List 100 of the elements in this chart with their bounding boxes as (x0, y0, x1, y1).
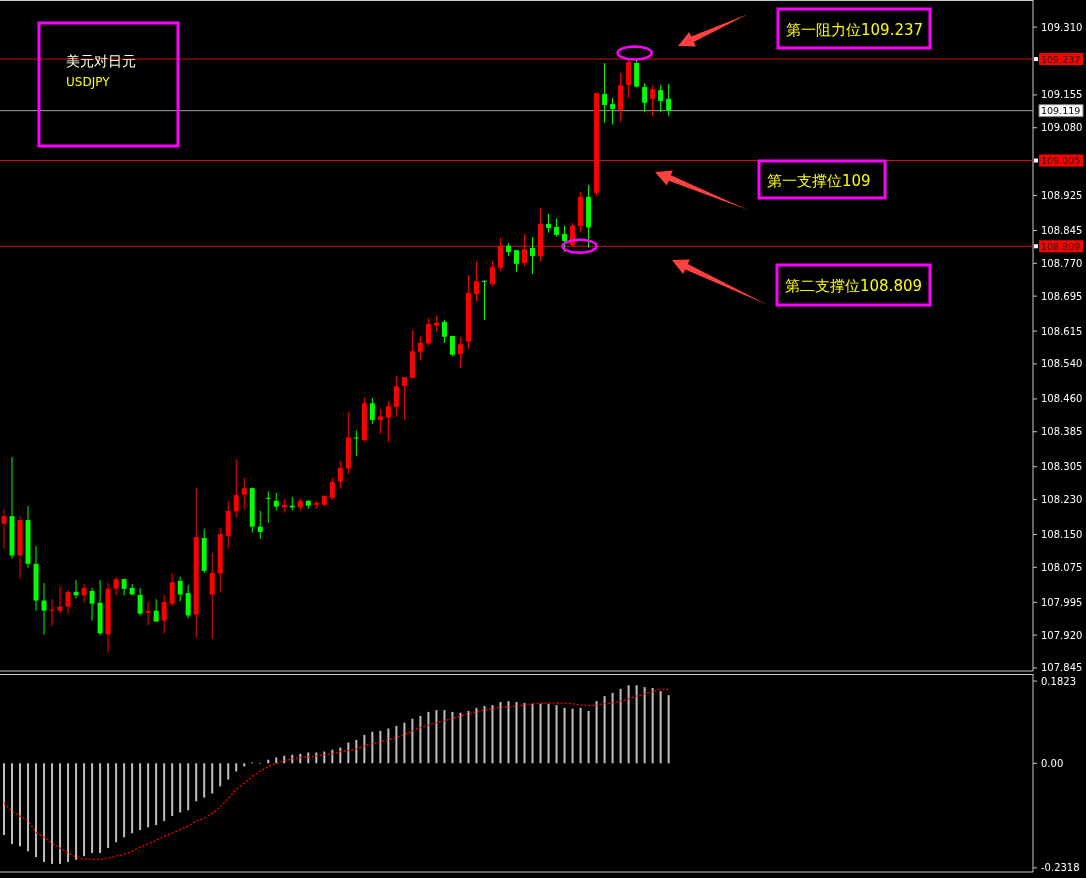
bar (627, 685, 630, 764)
y-tick-label: 0.00 (1041, 757, 1064, 769)
bar (187, 763, 190, 811)
ref-line-label: 109.237 (1041, 53, 1081, 65)
y-tick-label: 109.155 (1041, 89, 1083, 101)
bar (83, 763, 86, 857)
text: 美元对日元 (66, 53, 136, 69)
bar (643, 687, 646, 764)
y-tick-label: 109.080 (1041, 122, 1083, 134)
bar (595, 701, 598, 764)
bar (315, 752, 318, 764)
y-tick-label: 108.695 (1041, 290, 1083, 302)
bar (211, 763, 214, 794)
bar (155, 763, 158, 826)
ref-line-label: 109.119 (1041, 105, 1081, 117)
bar (555, 705, 558, 764)
candlestick (49, 598, 55, 627)
bar (323, 751, 326, 764)
candlestick (241, 477, 247, 511)
candlestick (177, 576, 183, 602)
bar (667, 695, 670, 764)
candlestick (169, 572, 175, 607)
bar (147, 763, 150, 828)
bar (179, 763, 182, 813)
bar (219, 763, 222, 787)
bar (587, 710, 590, 764)
bar (35, 763, 38, 858)
bar (227, 763, 230, 780)
y-tick-label: 107.920 (1041, 629, 1083, 641)
candlestick (113, 576, 119, 596)
y-tick-label: 108.075 (1041, 561, 1083, 573)
candlestick (457, 336, 463, 369)
bar (499, 701, 502, 764)
candlestick (385, 400, 391, 443)
bar (523, 702, 526, 764)
candlestick (642, 82, 648, 113)
y-tick-label: 108.925 (1041, 190, 1083, 202)
candlestick (89, 587, 95, 622)
bar (331, 749, 334, 764)
bar (443, 710, 446, 764)
candlestick (658, 84, 664, 113)
candlestick (329, 476, 335, 501)
candlestick (369, 397, 375, 425)
bar (475, 707, 478, 764)
candlestick (337, 460, 343, 490)
candlestick (562, 225, 568, 253)
bar (451, 711, 454, 764)
bar (635, 685, 638, 764)
candlestick (265, 490, 271, 524)
bar (91, 763, 94, 854)
bar (419, 715, 422, 764)
bar (579, 707, 582, 764)
candlestick (65, 589, 71, 615)
annotation: 第一支撑位109 (767, 171, 871, 190)
bar (203, 763, 206, 798)
candlestick (233, 458, 239, 518)
y-tick-label: 108.770 (1041, 257, 1083, 269)
candlestick (473, 260, 479, 303)
y-tick-label: 108.230 (1041, 494, 1083, 506)
candlestick (650, 84, 656, 117)
bar (115, 763, 118, 843)
y-tick-label: 108.540 (1041, 358, 1083, 370)
bar (411, 718, 414, 764)
candlestick (489, 260, 495, 287)
candlestick (441, 319, 447, 344)
bar (563, 707, 566, 764)
candlestick (425, 317, 431, 347)
ref-line-label: 109.005 (1041, 155, 1081, 167)
candlestick (497, 237, 503, 272)
candlestick (377, 408, 383, 435)
bar (491, 705, 494, 764)
bar (163, 763, 166, 822)
y-tick-label: 109.310 (1041, 21, 1083, 33)
candlestick (417, 335, 423, 361)
bar (619, 688, 622, 764)
bar (547, 703, 550, 764)
y-tick-label: 108.385 (1041, 426, 1083, 438)
bar (171, 763, 174, 817)
bar (403, 722, 406, 764)
bar (43, 763, 46, 863)
bar (107, 763, 110, 849)
candlestick (666, 83, 672, 117)
candlestick (610, 97, 616, 126)
candlestick (41, 582, 47, 636)
y-tick-label: 0.1823 (1041, 675, 1076, 687)
bar (243, 763, 246, 767)
candlestick (161, 594, 167, 634)
annotation: 第二支撑位108.809 (785, 277, 923, 295)
candlestick (145, 601, 151, 626)
candlestick (530, 236, 536, 275)
bar (75, 763, 78, 860)
bar (51, 763, 54, 864)
bar (507, 701, 510, 764)
candlestick (602, 62, 608, 124)
bar (99, 763, 102, 854)
candlestick (634, 59, 640, 88)
bar (611, 692, 614, 764)
bar (603, 696, 606, 764)
bar (67, 763, 70, 863)
bar (11, 763, 14, 845)
